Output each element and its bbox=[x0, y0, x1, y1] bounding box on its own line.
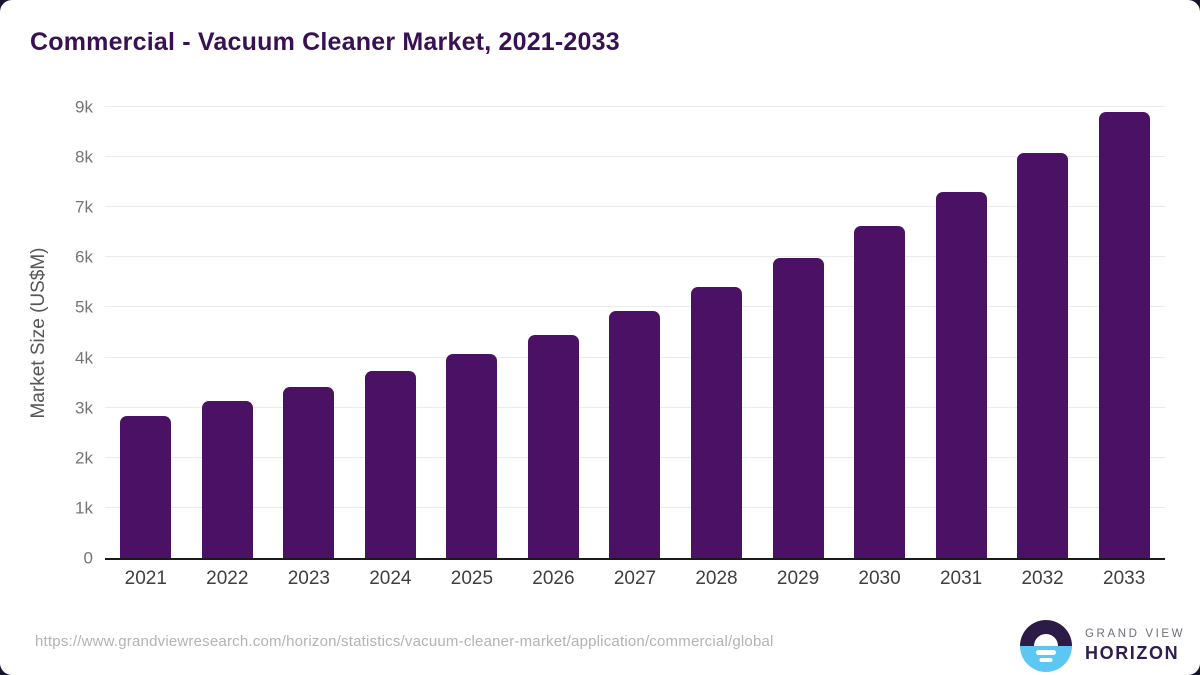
bar-2028[interactable] bbox=[690, 287, 742, 558]
sun-reflection-bar bbox=[1036, 650, 1056, 655]
bar-column-2026 bbox=[513, 107, 595, 558]
y-axis-title: Market Size (US$M) bbox=[28, 247, 49, 419]
bar-2029[interactable] bbox=[772, 258, 824, 558]
x-tick-label-2033: 2033 bbox=[1103, 568, 1146, 589]
bar-2026[interactable] bbox=[527, 334, 579, 558]
bar-2033[interactable] bbox=[1098, 111, 1150, 558]
bar-column-2032 bbox=[1002, 107, 1084, 558]
bar-column-2021 bbox=[105, 107, 187, 558]
sun-shape bbox=[1034, 634, 1058, 646]
y-tick-label-0: 0 bbox=[83, 548, 93, 568]
bar-2025[interactable] bbox=[446, 353, 498, 558]
source-url: https://www.grandviewresearch.com/horizo… bbox=[35, 633, 774, 650]
bar-column-2022 bbox=[187, 107, 269, 558]
bar-2024[interactable] bbox=[364, 371, 416, 558]
x-tick-label-2028: 2028 bbox=[695, 568, 738, 589]
bar-2022[interactable] bbox=[201, 401, 253, 558]
bar-column-2031 bbox=[920, 107, 1002, 558]
y-tick-label-9k: 9k bbox=[75, 97, 93, 117]
x-tick-label-2032: 2032 bbox=[1021, 568, 1064, 589]
x-tick-label-2030: 2030 bbox=[858, 568, 901, 589]
logo-name-bottom: HORIZON bbox=[1085, 643, 1180, 663]
sun-reflection-bar bbox=[1039, 658, 1053, 662]
bar-column-2028 bbox=[676, 107, 758, 558]
bar-2030[interactable] bbox=[854, 226, 906, 558]
bar-column-2023 bbox=[268, 107, 350, 558]
logo-text: GRAND VIEW HORIZON bbox=[1085, 628, 1185, 664]
bar-column-2027 bbox=[594, 107, 676, 558]
y-tick-label-6k: 6k bbox=[75, 247, 93, 267]
x-tick-label-2024: 2024 bbox=[369, 568, 412, 589]
bar-column-2029 bbox=[757, 107, 839, 558]
y-tick-label-8k: 8k bbox=[75, 147, 93, 167]
y-tick-label-5k: 5k bbox=[75, 297, 93, 317]
gridline-6k bbox=[105, 256, 1165, 258]
gridline-9k bbox=[105, 106, 1165, 107]
bar-column-2030 bbox=[839, 107, 921, 558]
logo-name-top: GRAND VIEW bbox=[1085, 628, 1186, 640]
y-tick-label-1k: 1k bbox=[75, 498, 93, 518]
x-tick-label-2026: 2026 bbox=[532, 568, 575, 589]
gridline-5k bbox=[105, 306, 1165, 308]
y-tick-label-7k: 7k bbox=[75, 197, 93, 217]
y-tick-label-4k: 4k bbox=[75, 348, 93, 368]
bars-row bbox=[105, 107, 1165, 558]
gridline-8k bbox=[105, 156, 1165, 158]
bar-2027[interactable] bbox=[609, 310, 661, 558]
x-axis-labels: 2021 2022 2023 2024 2025 2026 2027 2028 2029 2030… bbox=[105, 568, 1165, 590]
bar-column-2024 bbox=[350, 107, 432, 558]
bar-column-2025 bbox=[431, 107, 513, 558]
bar-column-2033 bbox=[1083, 107, 1165, 558]
chart-title: Commercial - Vacuum Cleaner Market, 2021… bbox=[30, 28, 620, 56]
horizon-sunrise-icon bbox=[1020, 620, 1072, 672]
x-tick-label-2025: 2025 bbox=[450, 568, 494, 589]
gridline-7k bbox=[105, 206, 1165, 208]
x-tick-label-2029: 2029 bbox=[776, 568, 820, 589]
grand-view-horizon-logo: GRAND VIEW HORIZON bbox=[1020, 620, 1185, 672]
x-tick-label-2021: 2021 bbox=[124, 568, 167, 589]
y-tick-label-3k: 3k bbox=[75, 398, 93, 418]
x-tick-label-2027: 2027 bbox=[613, 568, 657, 589]
bar-2031[interactable] bbox=[935, 191, 987, 558]
bar-2021[interactable] bbox=[120, 416, 172, 558]
bar-2023[interactable] bbox=[283, 387, 335, 558]
y-tick-label-2k: 2k bbox=[75, 448, 93, 468]
x-tick-label-2022: 2022 bbox=[206, 568, 249, 589]
bar-2032[interactable] bbox=[1017, 153, 1069, 558]
x-tick-label-2031: 2031 bbox=[939, 568, 983, 589]
plot-area: 0 1k 2k 3k 4k 5k 6k 7k 8k 9k bbox=[75, 99, 1165, 567]
x-tick-label-2023: 2023 bbox=[287, 568, 330, 589]
